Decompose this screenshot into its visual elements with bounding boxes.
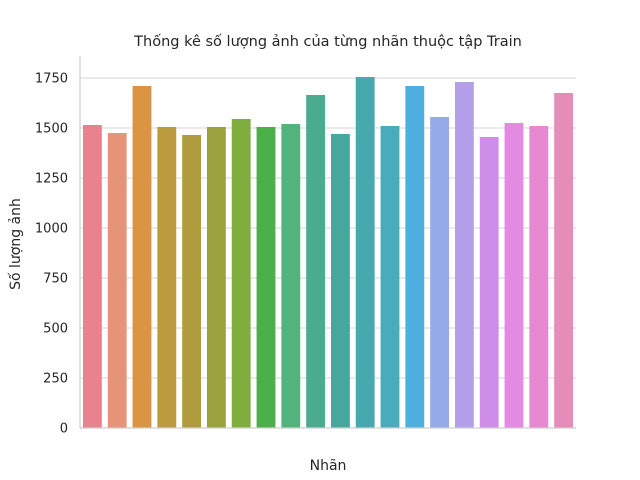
bar bbox=[182, 135, 202, 428]
bar bbox=[430, 117, 450, 428]
bar bbox=[206, 127, 226, 428]
bars bbox=[82, 77, 574, 428]
bar bbox=[256, 127, 276, 428]
y-ticks: 0 250 500 750 1000 1250 1500 1750 bbox=[35, 72, 68, 437]
y-tick-label: 750 bbox=[43, 272, 68, 287]
gridlines bbox=[80, 77, 576, 429]
axes bbox=[79, 56, 576, 429]
bar bbox=[132, 86, 152, 428]
bar bbox=[479, 137, 499, 428]
bar bbox=[355, 77, 375, 428]
bar bbox=[82, 125, 102, 428]
bar bbox=[529, 126, 549, 428]
bar bbox=[231, 119, 251, 428]
y-tick-label: 1750 bbox=[35, 72, 68, 87]
bar bbox=[330, 134, 350, 428]
bar bbox=[405, 86, 425, 428]
x-axis-label: Nhãn bbox=[309, 458, 347, 474]
y-tick-label: 500 bbox=[43, 322, 68, 337]
bar bbox=[380, 126, 400, 428]
bar bbox=[504, 123, 524, 428]
bar bbox=[281, 124, 301, 428]
bar bbox=[306, 95, 326, 428]
y-tick-label: 0 bbox=[60, 422, 68, 437]
bar bbox=[454, 82, 474, 428]
y-tick-label: 1250 bbox=[35, 172, 68, 187]
y-tick-label: 250 bbox=[43, 372, 68, 387]
bar bbox=[157, 127, 177, 428]
chart-title: Thống kê số lượng ảnh của từng nhãn thuộ… bbox=[134, 34, 522, 50]
y-axis-label: Số lượng ảnh bbox=[8, 198, 24, 290]
bar bbox=[554, 93, 574, 428]
bar bbox=[107, 133, 127, 428]
y-tick-label: 1000 bbox=[35, 222, 68, 237]
y-tick-label: 1500 bbox=[35, 122, 68, 137]
